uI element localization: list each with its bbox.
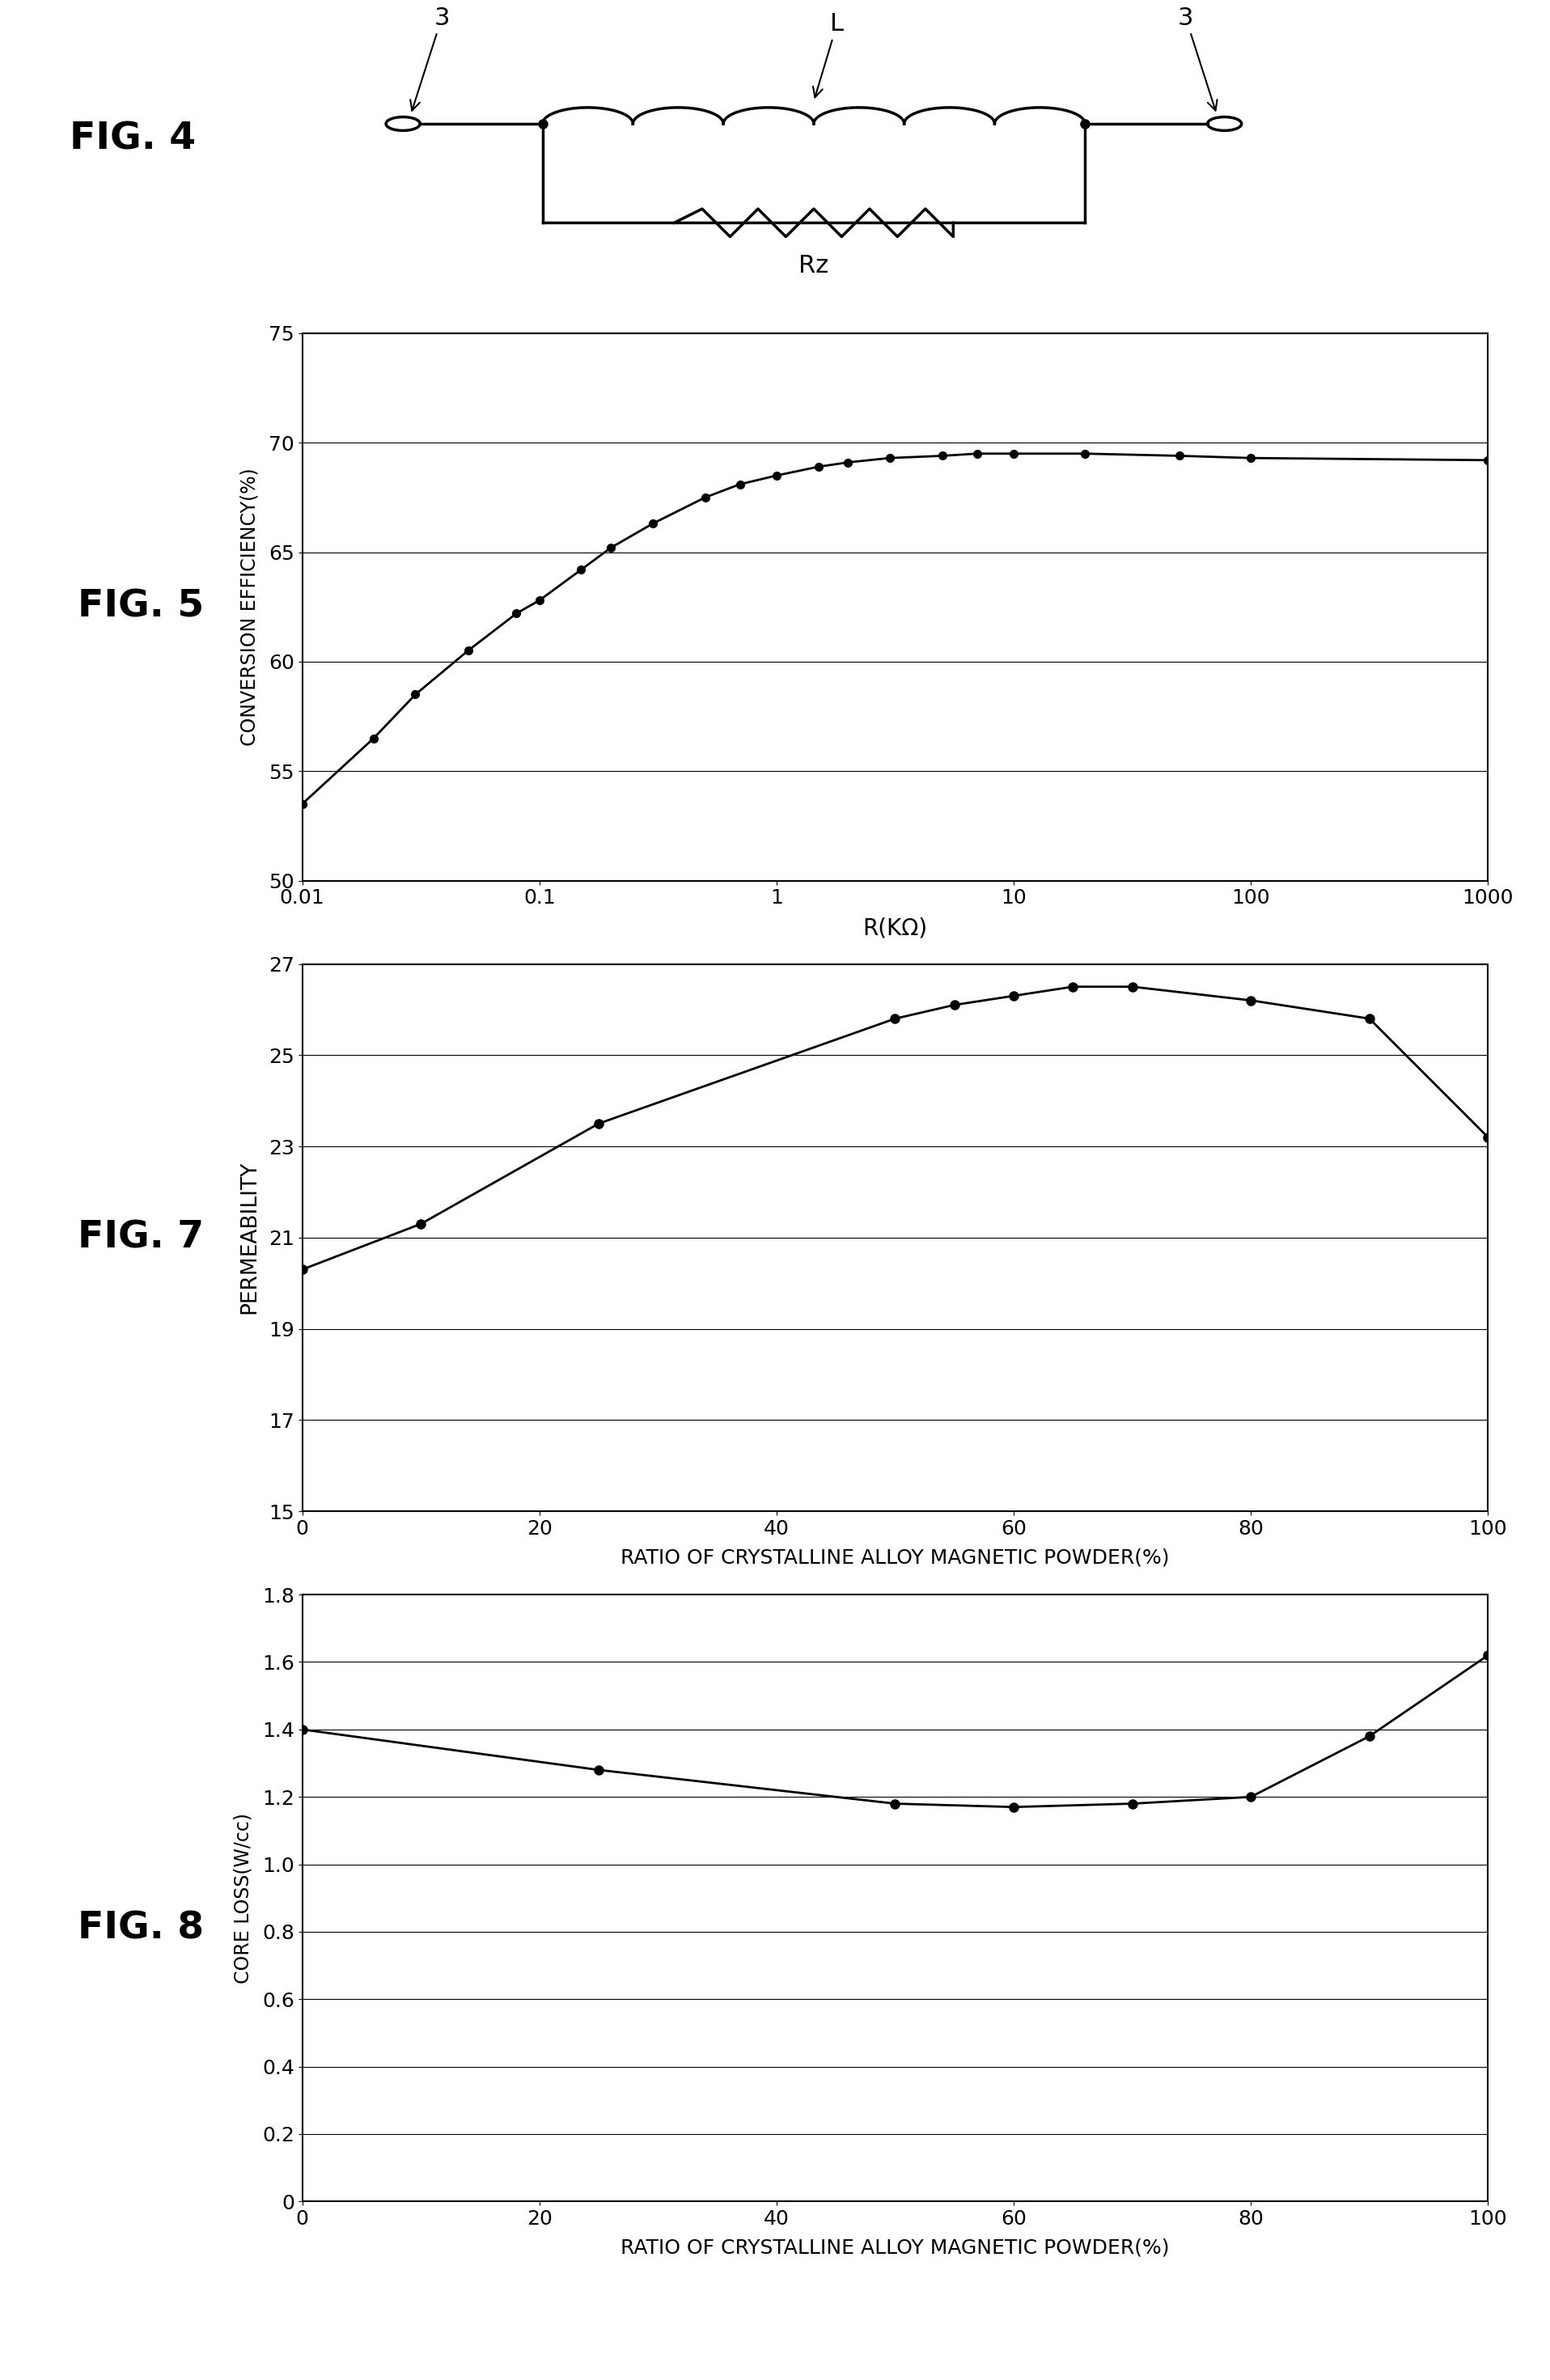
Text: FIG. 5: FIG. 5 [78, 588, 203, 626]
Text: FIG. 8: FIG. 8 [78, 1911, 203, 1947]
X-axis label: R(KΩ): R(KΩ) [863, 916, 927, 940]
X-axis label: RATIO OF CRYSTALLINE ALLOY MAGNETIC POWDER(%): RATIO OF CRYSTALLINE ALLOY MAGNETIC POWD… [620, 2237, 1170, 2256]
Text: 3: 3 [411, 7, 450, 109]
Y-axis label: PERMEABILITY: PERMEABILITY [239, 1161, 259, 1314]
X-axis label: RATIO OF CRYSTALLINE ALLOY MAGNETIC POWDER(%): RATIO OF CRYSTALLINE ALLOY MAGNETIC POWD… [620, 1547, 1170, 1566]
Text: L: L [814, 12, 843, 98]
Text: 3: 3 [1178, 7, 1217, 109]
Y-axis label: CORE LOSS(W/cc): CORE LOSS(W/cc) [234, 1814, 253, 1983]
Y-axis label: CONVERSION EFFICIENCY(%): CONVERSION EFFICIENCY(%) [240, 469, 259, 745]
Text: FIG. 4: FIG. 4 [70, 121, 195, 157]
Text: Rz: Rz [798, 255, 829, 276]
Text: FIG. 7: FIG. 7 [78, 1219, 203, 1257]
